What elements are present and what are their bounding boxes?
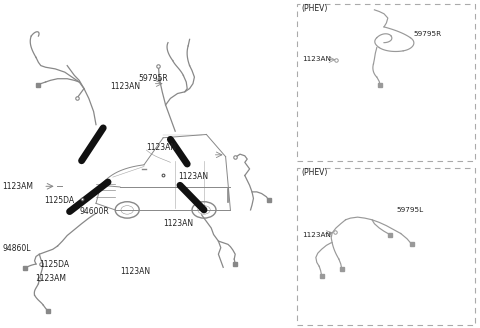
Text: 1123AN: 1123AN: [302, 56, 331, 62]
Text: 59795R: 59795R: [414, 31, 442, 37]
Text: 59795R: 59795R: [138, 74, 168, 83]
Text: 59795L: 59795L: [396, 207, 423, 213]
Text: 1123AN: 1123AN: [110, 82, 141, 92]
Bar: [297, 4, 475, 161]
Text: 1123AN: 1123AN: [179, 172, 209, 181]
Text: 94600R: 94600R: [79, 207, 109, 216]
Text: 1123AN: 1123AN: [146, 143, 177, 152]
Text: 1123AM: 1123AM: [2, 182, 34, 191]
Text: 94860L: 94860L: [2, 244, 31, 253]
Text: (PHEV): (PHEV): [301, 4, 328, 13]
Text: (PHEV): (PHEV): [301, 168, 328, 177]
Text: 1123AN: 1123AN: [120, 267, 150, 276]
Text: 1125DA: 1125DA: [39, 259, 70, 269]
Text: 1123AN: 1123AN: [163, 218, 193, 228]
Text: 1123AM: 1123AM: [36, 274, 67, 283]
Bar: [297, 168, 475, 325]
Text: 1123AN: 1123AN: [302, 232, 331, 237]
Text: 1125DA: 1125DA: [44, 195, 74, 205]
